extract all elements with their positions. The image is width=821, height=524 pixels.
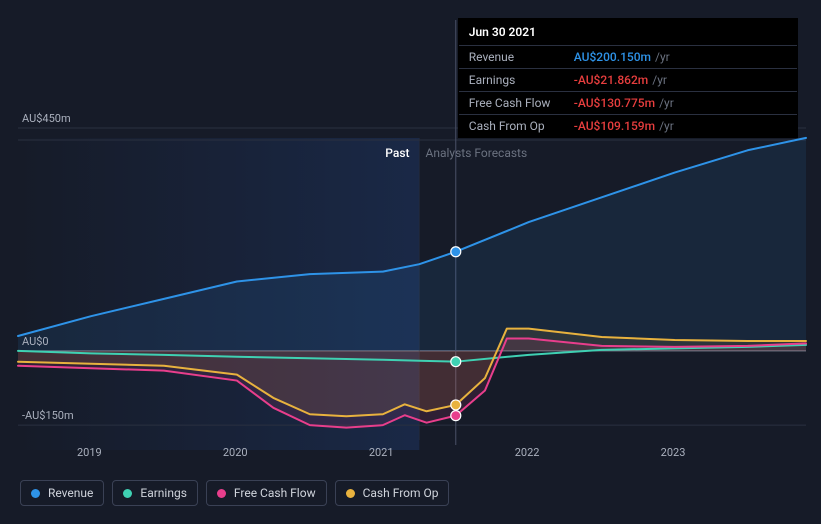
x-axis-tick: 2022 [515, 446, 540, 459]
legend-swatch [217, 489, 226, 498]
tooltip-metric-label: Free Cash Flow [469, 96, 574, 110]
x-axis-tick: 2019 [77, 446, 102, 459]
legend-swatch [31, 489, 40, 498]
legend-swatch [346, 489, 355, 498]
tooltip-unit: /yr [659, 119, 674, 133]
tooltip-row: Cash From Op-AU$109.159m/yr [459, 115, 797, 137]
tooltip-unit: /yr [659, 96, 674, 110]
legend-item-earnings[interactable]: Earnings [112, 480, 198, 506]
chart-tooltip: Jun 30 2021 RevenueAU$200.150m/yrEarning… [458, 18, 798, 138]
y-axis-tick: -AU$150m [22, 409, 74, 422]
tooltip-date: Jun 30 2021 [459, 19, 797, 46]
x-axis-tick: 2023 [661, 446, 686, 459]
x-axis-tick: 2021 [369, 446, 394, 459]
tooltip-metric-value: -AU$109.159m [574, 119, 655, 133]
legend-label: Free Cash Flow [234, 486, 316, 500]
tooltip-row: RevenueAU$200.150m/yr [459, 46, 797, 69]
tooltip-metric-value: -AU$21.862m [574, 73, 649, 87]
tooltip-metric-label: Earnings [469, 73, 574, 87]
y-axis-tick: AU$0 [22, 335, 49, 348]
tooltip-metric-label: Revenue [469, 50, 574, 64]
past-label: Past [385, 146, 409, 160]
section-labels: Past Analysts Forecasts [385, 146, 527, 160]
legend-label: Revenue [48, 486, 93, 500]
legend-item-cash-from-op[interactable]: Cash From Op [335, 480, 450, 506]
legend-label: Cash From Op [363, 486, 439, 500]
tooltip-unit: /yr [655, 50, 670, 64]
tooltip-metric-label: Cash From Op [469, 119, 574, 133]
chart-legend: Revenue Earnings Free Cash Flow Cash From O… [20, 480, 449, 506]
legend-item-revenue[interactable]: Revenue [20, 480, 104, 506]
legend-label: Earnings [140, 486, 187, 500]
forecast-label: Analysts Forecasts [426, 146, 528, 160]
tooltip-row: Free Cash Flow-AU$130.775m/yr [459, 92, 797, 115]
tooltip-unit: /yr [652, 73, 667, 87]
x-axis-tick: 2020 [223, 446, 248, 459]
legend-swatch [123, 489, 132, 498]
y-axis-tick: AU$450m [22, 112, 71, 125]
legend-item-free-cash-flow[interactable]: Free Cash Flow [206, 480, 327, 506]
tooltip-metric-value: AU$200.150m [574, 50, 651, 64]
tooltip-metric-value: -AU$130.775m [574, 96, 655, 110]
tooltip-row: Earnings-AU$21.862m/yr [459, 69, 797, 92]
